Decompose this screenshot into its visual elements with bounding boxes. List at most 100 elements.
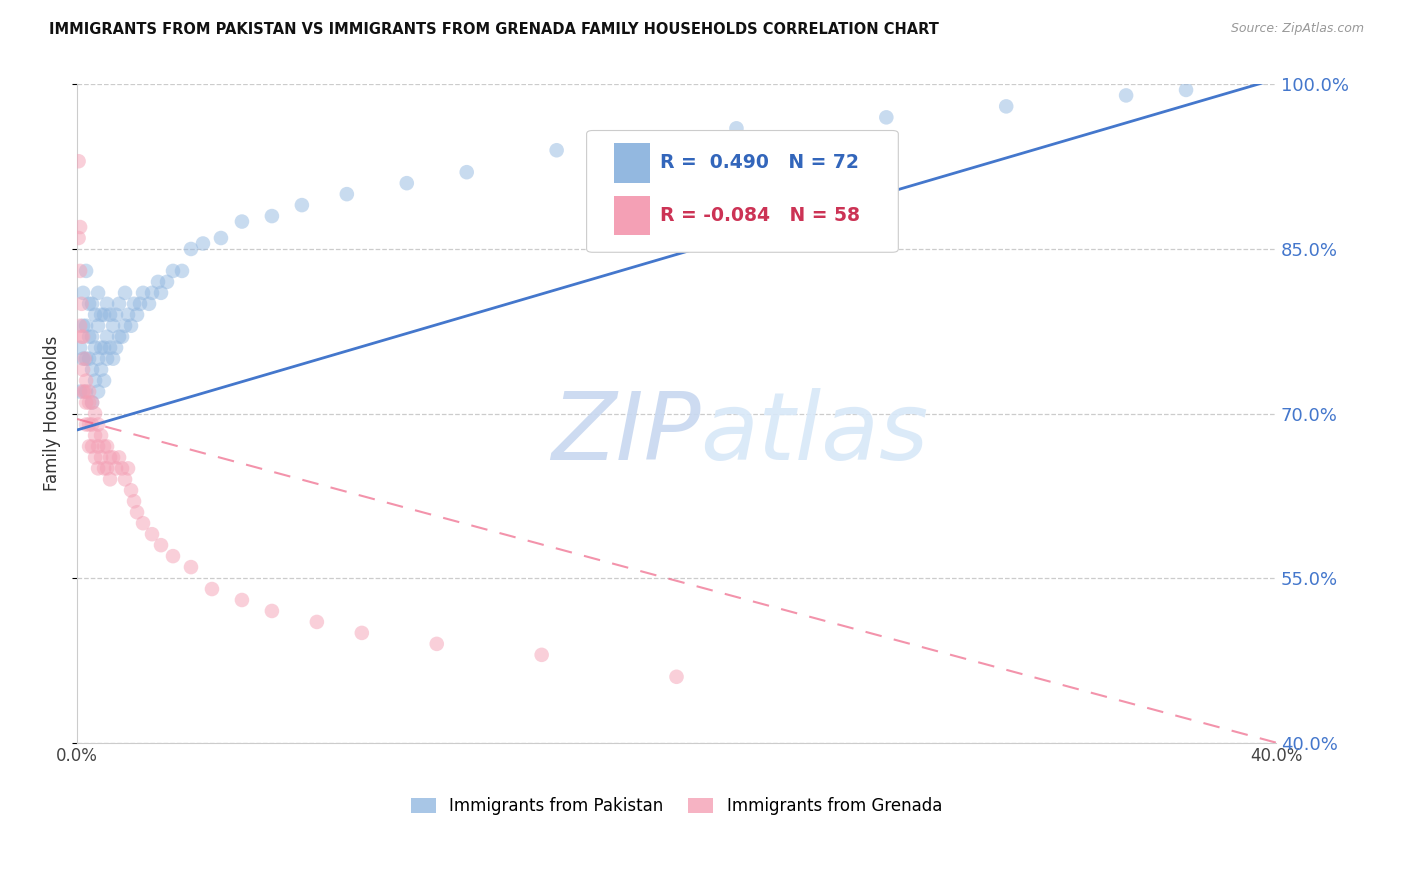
Point [87, 461, 110, 475]
Point [93, 374, 115, 388]
Point [98, 450, 121, 465]
Point [120, 318, 142, 333]
Point [73, 351, 96, 366]
Y-axis label: Family Households: Family Households [44, 335, 60, 491]
Point [456, 165, 478, 179]
Point [77, 395, 100, 409]
Point [77, 384, 100, 399]
Point [260, 604, 283, 618]
Point [90, 308, 112, 322]
Text: Source: ZipAtlas.com: Source: ZipAtlas.com [1230, 22, 1364, 36]
Point [995, 99, 1018, 113]
Point [98, 472, 121, 486]
Point [98, 308, 121, 322]
Point [636, 132, 658, 146]
Point [96, 297, 118, 311]
Point [546, 143, 568, 157]
Point [108, 330, 131, 344]
Point [80, 439, 103, 453]
Point [114, 472, 136, 486]
Text: R =  0.490   N = 72: R = 0.490 N = 72 [659, 153, 859, 172]
Point [93, 439, 115, 453]
Point [67, 231, 90, 245]
Point [69, 341, 91, 355]
Point [84, 341, 107, 355]
Point [1175, 83, 1198, 97]
Point [125, 308, 148, 322]
Point [90, 341, 112, 355]
Bar [614, 196, 650, 235]
Point [72, 384, 94, 399]
Point [105, 461, 128, 475]
Point [96, 461, 118, 475]
Point [87, 384, 110, 399]
Point [122, 297, 145, 311]
Point [84, 308, 107, 322]
Point [96, 439, 118, 453]
Point [875, 111, 897, 125]
Point [350, 626, 373, 640]
Point [75, 395, 97, 409]
Bar [614, 143, 650, 183]
Point [87, 285, 110, 300]
Point [114, 318, 136, 333]
Point [146, 275, 169, 289]
Point [231, 593, 253, 607]
Point [75, 374, 97, 388]
Point [93, 341, 115, 355]
Point [209, 231, 232, 245]
Point [77, 417, 100, 432]
Point [70, 330, 93, 344]
Point [725, 121, 748, 136]
Point [305, 615, 328, 629]
Point [84, 374, 107, 388]
Point [84, 428, 107, 442]
Point [80, 417, 103, 432]
Point [75, 384, 97, 399]
Text: atlas: atlas [700, 388, 929, 479]
Point [72, 330, 94, 344]
FancyBboxPatch shape [586, 130, 898, 252]
Point [105, 341, 128, 355]
Point [72, 285, 94, 300]
Point [77, 330, 100, 344]
Point [69, 384, 91, 399]
Point [120, 483, 142, 498]
Point [125, 505, 148, 519]
Point [84, 407, 107, 421]
Point [75, 318, 97, 333]
Text: IMMIGRANTS FROM PAKISTAN VS IMMIGRANTS FROM GRENADA FAMILY HOUSEHOLDS CORRELATIO: IMMIGRANTS FROM PAKISTAN VS IMMIGRANTS F… [49, 22, 939, 37]
Point [90, 450, 112, 465]
Point [75, 264, 97, 278]
Point [87, 351, 110, 366]
Point [150, 285, 173, 300]
Point [72, 351, 94, 366]
Point [105, 308, 128, 322]
Point [93, 461, 115, 475]
Point [80, 395, 103, 409]
Point [69, 318, 91, 333]
Point [69, 264, 91, 278]
Point [191, 236, 214, 251]
Point [75, 417, 97, 432]
Point [73, 384, 96, 399]
Point [426, 637, 449, 651]
Point [101, 351, 124, 366]
Point [77, 439, 100, 453]
Point [87, 417, 110, 432]
Point [336, 187, 359, 202]
Point [180, 242, 202, 256]
Point [77, 351, 100, 366]
Point [80, 297, 103, 311]
Point [141, 285, 163, 300]
Point [156, 275, 179, 289]
Point [111, 461, 134, 475]
Point [150, 538, 173, 552]
Point [108, 297, 131, 311]
Point [170, 264, 193, 278]
Legend: Immigrants from Pakistan, Immigrants from Grenada: Immigrants from Pakistan, Immigrants fro… [404, 790, 949, 822]
Point [291, 198, 314, 212]
Point [87, 439, 110, 453]
Point [530, 648, 553, 662]
Point [90, 362, 112, 376]
